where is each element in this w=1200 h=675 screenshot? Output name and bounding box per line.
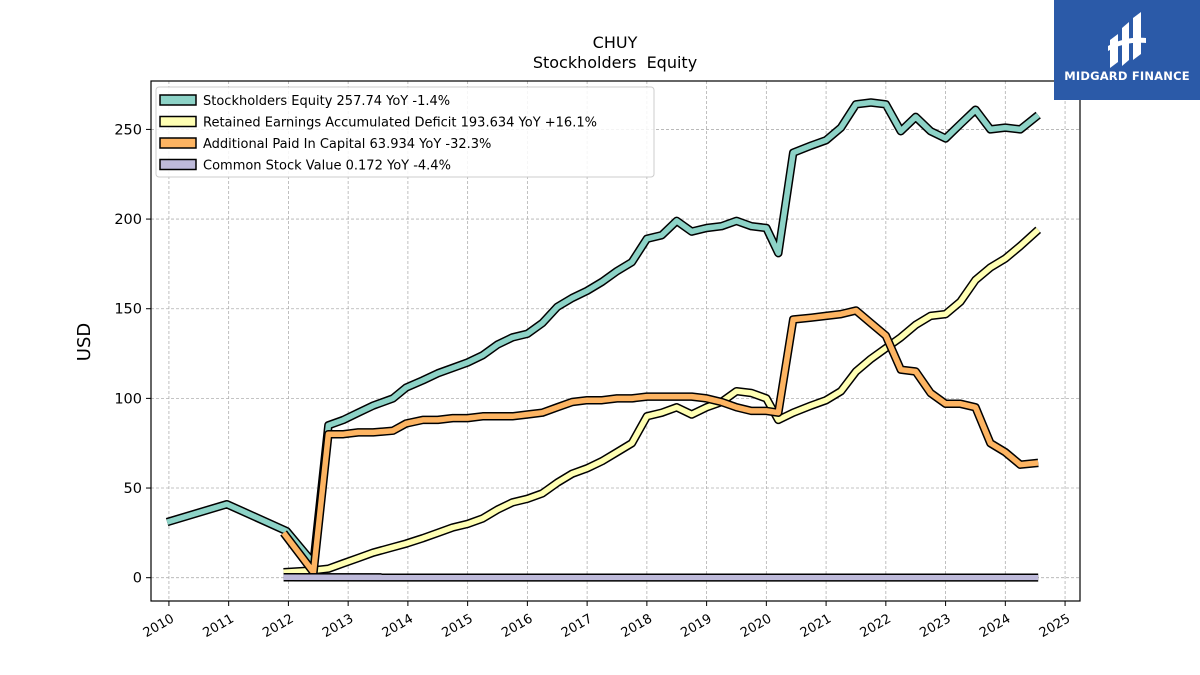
y-tick-label: 150 bbox=[114, 302, 142, 318]
chart-title: CHUY bbox=[593, 33, 638, 52]
y-tick-label: 0 bbox=[133, 571, 142, 587]
brand-logo: MIDGARD FINANCE bbox=[1054, 0, 1200, 100]
legend-box bbox=[155, 86, 655, 178]
axes: 0 50 100 150 200 250 2010 2011 2012 2013 2014 2015 2… bbox=[114, 122, 1073, 641]
chart-subtitle: Stockholders Equity bbox=[533, 53, 697, 72]
series-line-0 bbox=[166, 99, 1040, 567]
x-tick-label: 2011 bbox=[201, 611, 237, 641]
y-tick-label: 100 bbox=[114, 391, 142, 407]
plot-frame bbox=[150, 80, 1081, 602]
x-tick-label: 2013 bbox=[320, 611, 356, 641]
x-tick-label: 2022 bbox=[858, 611, 894, 641]
y-axis-label: USD bbox=[74, 323, 95, 361]
brand-name: MIDGARD FINANCE bbox=[1064, 69, 1190, 83]
series-outline-2 bbox=[280, 306, 1039, 577]
legend-swatch bbox=[159, 94, 197, 106]
x-tick-label: 2020 bbox=[738, 611, 774, 641]
legend-entry-label: Common Stock Value 0.172 YoY -4.4% bbox=[203, 159, 451, 174]
x-tick-label: 2019 bbox=[678, 611, 714, 641]
x-tick-label: 2017 bbox=[559, 611, 595, 641]
midgard-logo-icon bbox=[1108, 12, 1146, 68]
y-tick-label: 250 bbox=[114, 122, 142, 138]
series-lines bbox=[165, 98, 1042, 582]
x-tick-label: 2023 bbox=[917, 611, 953, 641]
x-tick-label: 2012 bbox=[260, 611, 296, 641]
series-outline-1 bbox=[283, 226, 1042, 577]
legend-entry-label: Additional Paid In Capital 63.934 YoY -3… bbox=[203, 137, 491, 152]
series-line-2 bbox=[281, 307, 1039, 576]
legend-swatch bbox=[159, 137, 197, 149]
legend[interactable]: Stockholders Equity 257.74 YoY -1.4% Reta… bbox=[155, 86, 655, 178]
x-tick-label: 2024 bbox=[977, 611, 1013, 641]
x-tick-label: 2016 bbox=[499, 611, 535, 641]
x-tick-label: 2010 bbox=[141, 611, 177, 641]
series-line-1 bbox=[283, 227, 1041, 576]
y-tick-label: 200 bbox=[114, 212, 142, 228]
y-tick-label: 50 bbox=[124, 481, 142, 497]
x-tick-label: 2015 bbox=[439, 611, 475, 641]
legend-swatch bbox=[159, 158, 197, 171]
x-tick-label: 2021 bbox=[798, 611, 834, 641]
legend-entry-label: Stockholders Equity 257.74 YoY -1.4% bbox=[203, 94, 450, 109]
x-tick-label: 2014 bbox=[380, 611, 416, 641]
x-tick-label: 2018 bbox=[619, 611, 655, 641]
legend-swatch bbox=[159, 115, 197, 128]
x-tick-label: 2025 bbox=[1037, 611, 1073, 641]
legend-entry-label: Retained Earnings Accumulated Deficit 19… bbox=[203, 116, 597, 131]
